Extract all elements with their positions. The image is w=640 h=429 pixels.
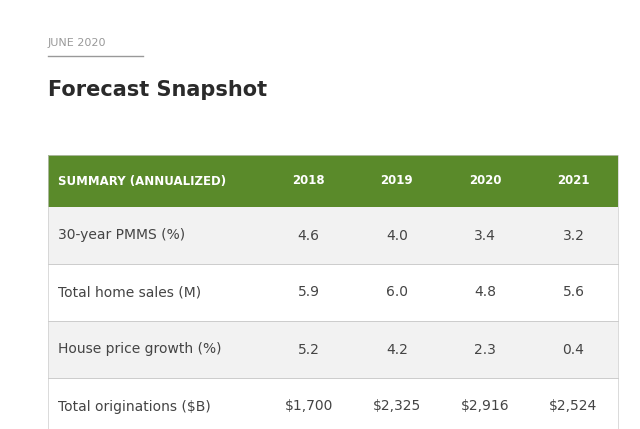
Text: 5.6: 5.6	[563, 286, 584, 299]
Text: 4.6: 4.6	[298, 229, 319, 242]
Text: 4.8: 4.8	[474, 286, 496, 299]
Text: 2019: 2019	[381, 175, 413, 187]
Text: 2021: 2021	[557, 175, 589, 187]
FancyBboxPatch shape	[48, 207, 618, 264]
FancyBboxPatch shape	[48, 378, 618, 429]
Text: $2,524: $2,524	[549, 399, 598, 414]
Text: SUMMARY (ANNUALIZED): SUMMARY (ANNUALIZED)	[58, 175, 226, 187]
Text: $1,700: $1,700	[284, 399, 333, 414]
Text: 4.2: 4.2	[386, 342, 408, 356]
Text: $2,916: $2,916	[461, 399, 509, 414]
Text: 3.4: 3.4	[474, 229, 496, 242]
Text: 5.2: 5.2	[298, 342, 319, 356]
FancyBboxPatch shape	[48, 155, 618, 207]
Text: 30-year PMMS (%): 30-year PMMS (%)	[58, 229, 185, 242]
Text: 2018: 2018	[292, 175, 325, 187]
Text: Total originations ($B): Total originations ($B)	[58, 399, 211, 414]
Text: 3.2: 3.2	[563, 229, 584, 242]
Text: 0.4: 0.4	[563, 342, 584, 356]
FancyBboxPatch shape	[48, 321, 618, 378]
Text: $2,325: $2,325	[372, 399, 421, 414]
Text: 4.0: 4.0	[386, 229, 408, 242]
Text: JUNE 2020: JUNE 2020	[48, 38, 106, 48]
Text: 5.9: 5.9	[298, 286, 319, 299]
Text: 2.3: 2.3	[474, 342, 496, 356]
Text: Forecast Snapshot: Forecast Snapshot	[48, 80, 267, 100]
FancyBboxPatch shape	[48, 264, 618, 321]
Text: Total home sales (M): Total home sales (M)	[58, 286, 201, 299]
Text: 6.0: 6.0	[386, 286, 408, 299]
Text: House price growth (%): House price growth (%)	[58, 342, 221, 356]
Text: 2020: 2020	[469, 175, 501, 187]
